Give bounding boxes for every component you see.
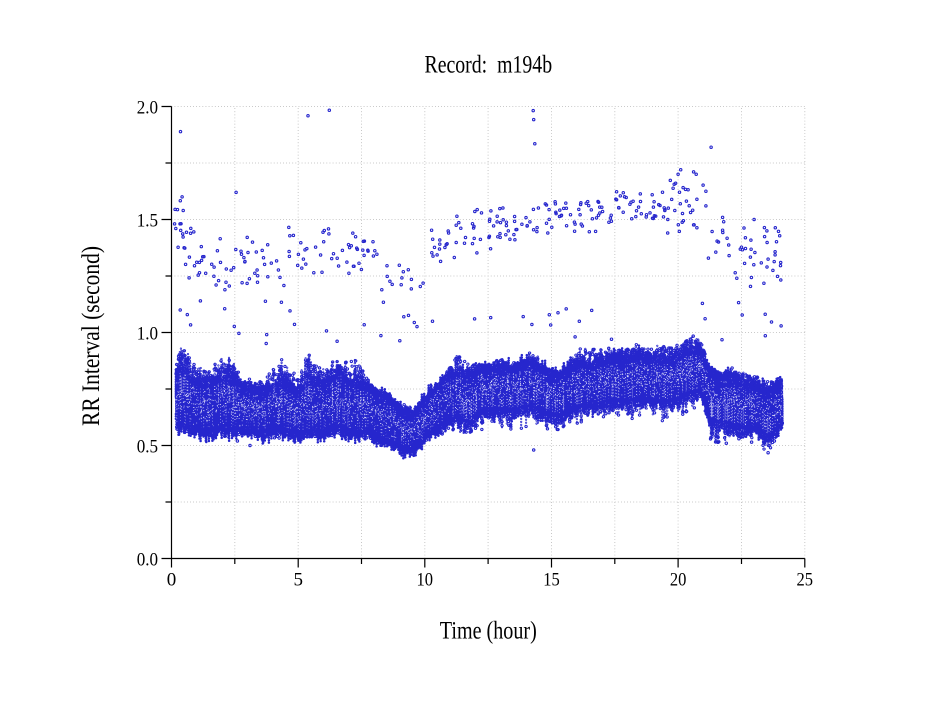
svg-text:25: 25	[797, 569, 814, 590]
svg-text:Time (hour): Time (hour)	[440, 617, 537, 644]
svg-text:1.0: 1.0	[137, 324, 158, 345]
svg-text:0.0: 0.0	[137, 550, 158, 571]
svg-text:0.5: 0.5	[137, 437, 158, 458]
svg-text:1.5: 1.5	[137, 211, 158, 232]
svg-text:5: 5	[293, 569, 303, 590]
svg-text:20: 20	[670, 569, 687, 590]
svg-text:0: 0	[167, 569, 177, 590]
svg-text:10: 10	[417, 569, 434, 590]
svg-text:RR Interval (second): RR Interval (second)	[78, 246, 105, 426]
svg-text:2.0: 2.0	[137, 98, 158, 119]
svg-text:Record: m194b: Record: m194b	[425, 51, 553, 78]
svg-text:15: 15	[543, 569, 560, 590]
